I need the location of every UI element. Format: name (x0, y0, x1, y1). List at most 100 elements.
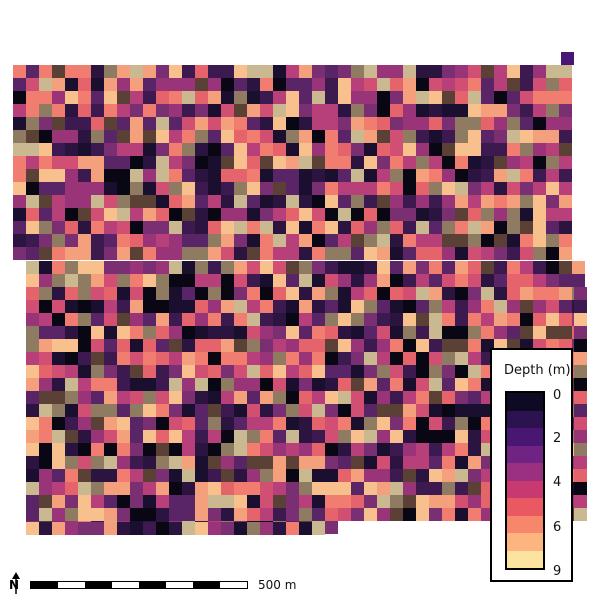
raster-cell (39, 287, 52, 300)
raster-cell (104, 365, 117, 378)
raster-cell (130, 274, 143, 287)
raster-cell (221, 495, 234, 508)
raster-cell (195, 326, 208, 339)
raster-cell (156, 365, 169, 378)
raster-cell (403, 391, 416, 404)
raster-cell (182, 221, 195, 234)
raster-cell (455, 274, 468, 287)
raster-cell (559, 182, 572, 195)
raster-cell (286, 378, 299, 391)
raster-cell (559, 313, 572, 326)
raster-cell (143, 404, 156, 417)
raster-cell (130, 469, 143, 482)
raster-cell (156, 169, 169, 182)
raster-cell (182, 352, 195, 365)
raster-cell (416, 313, 429, 326)
raster-cell (91, 78, 104, 91)
raster-cell (494, 78, 507, 91)
raster-cell (377, 247, 390, 260)
raster-cell (325, 326, 338, 339)
raster-cell (507, 300, 520, 313)
raster-cell (455, 234, 468, 247)
raster-cell (429, 143, 442, 156)
raster-cell (104, 417, 117, 430)
raster-cell (91, 91, 104, 104)
raster-cell (208, 391, 221, 404)
raster-cell (403, 326, 416, 339)
raster-cell (429, 130, 442, 143)
raster-cell (13, 104, 26, 117)
raster-cell (364, 156, 377, 169)
raster-cell (208, 287, 221, 300)
raster-cell (273, 300, 286, 313)
raster-cell (338, 417, 351, 430)
raster-cell (286, 391, 299, 404)
raster-cell (65, 221, 78, 234)
raster-cell (260, 65, 273, 78)
raster-cell (273, 65, 286, 78)
raster-cell (338, 221, 351, 234)
raster-cell (221, 274, 234, 287)
raster-cell (143, 117, 156, 130)
raster-cell (234, 300, 247, 313)
raster-cell (221, 378, 234, 391)
north-label: N (9, 578, 20, 592)
raster-cell (364, 430, 377, 443)
raster-cell (39, 430, 52, 443)
raster-cell (143, 522, 156, 535)
raster-cell (468, 169, 481, 182)
raster-cell (429, 117, 442, 130)
raster-cell (130, 326, 143, 339)
legend-swatch (507, 428, 543, 446)
raster-cell (416, 391, 429, 404)
raster-cell (195, 508, 208, 521)
raster-cell (364, 130, 377, 143)
raster-cell (338, 391, 351, 404)
raster-cell (338, 313, 351, 326)
raster-cell (325, 274, 338, 287)
raster-cell (429, 221, 442, 234)
raster-cell (273, 221, 286, 234)
raster-cell (429, 300, 442, 313)
raster-cell (364, 247, 377, 260)
raster-cell (390, 156, 403, 169)
raster-cell (143, 78, 156, 91)
raster-cell (273, 482, 286, 495)
raster-cell (104, 195, 117, 208)
raster-cell (325, 130, 338, 143)
raster-cell (338, 430, 351, 443)
raster-cell (26, 91, 39, 104)
raster-cell (195, 261, 208, 274)
raster-cell (156, 391, 169, 404)
raster-cell (364, 208, 377, 221)
raster-cell (104, 208, 117, 221)
raster-cell (351, 495, 364, 508)
raster-cell (156, 352, 169, 365)
raster-cell (390, 417, 403, 430)
raster-cell (507, 130, 520, 143)
raster-cell (338, 287, 351, 300)
raster-cell (26, 182, 39, 195)
raster-cell (533, 208, 546, 221)
raster-cell (455, 404, 468, 417)
raster-cell (494, 117, 507, 130)
raster-cell (221, 404, 234, 417)
raster-cell (117, 339, 130, 352)
raster-cell (338, 339, 351, 352)
raster-cell (117, 143, 130, 156)
raster-cell (260, 456, 273, 469)
raster-cell (195, 182, 208, 195)
raster-cell (351, 117, 364, 130)
raster-cell (26, 326, 39, 339)
raster-cell (221, 221, 234, 234)
raster-cell (221, 443, 234, 456)
raster-cell (208, 78, 221, 91)
raster-cell (26, 221, 39, 234)
raster-cell (442, 287, 455, 300)
raster-cell (26, 443, 39, 456)
raster-cell (52, 234, 65, 247)
raster-cell (273, 313, 286, 326)
raster-cell (39, 65, 52, 78)
raster-cell (65, 326, 78, 339)
raster-cell (91, 404, 104, 417)
